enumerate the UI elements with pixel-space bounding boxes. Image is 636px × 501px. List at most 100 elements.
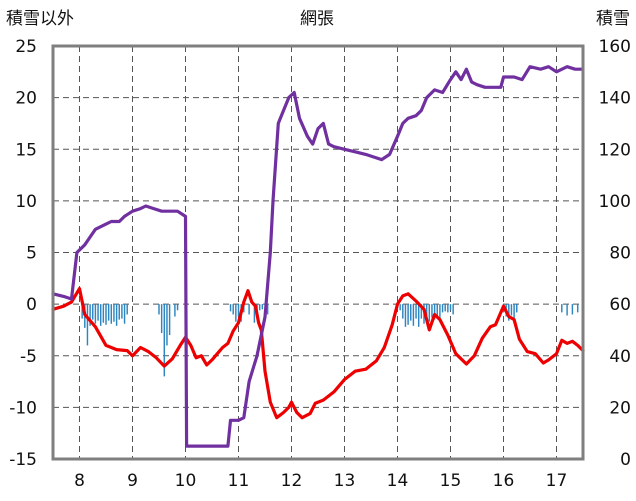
precipitation-bar [415, 304, 417, 319]
x-tick-label: 17 [546, 471, 568, 491]
y-left-tick-label: 5 [26, 244, 37, 264]
precipitation-bar [417, 304, 420, 327]
precipitation-bar [452, 304, 454, 315]
precipitation-bar [513, 304, 515, 319]
precipitation-bar [237, 304, 240, 317]
precipitation-bar [158, 304, 160, 315]
x-ticks: 8 9 10 11 12 13 14 15 16 17 [74, 471, 567, 491]
y-left-tick-label: -10 [9, 398, 37, 418]
y-right-ticks: 160 140 120 100 80 60 40 20 0 [599, 37, 631, 470]
precipitation-bar [105, 304, 107, 325]
x-tick-label: 9 [127, 471, 138, 491]
x-tick-label: 12 [281, 471, 303, 491]
precipitation-bar [258, 304, 261, 311]
precipitation-bar [261, 304, 264, 310]
precipitation-bar [508, 304, 510, 321]
x-tick-label: 16 [493, 471, 515, 491]
precipitation-bar [571, 304, 574, 315]
y-right-tick-label: 100 [599, 192, 631, 212]
precipitation-bar [516, 304, 518, 313]
precipitation-bar [253, 304, 256, 323]
precipitation-bar [166, 304, 168, 346]
precipitation-bar [118, 304, 120, 320]
y-right-tick-label: 120 [599, 140, 631, 160]
precipitation-bar [449, 304, 452, 311]
precipitation-bar [89, 304, 91, 326]
precipitation-bar [86, 304, 89, 346]
temperature-line [51, 287, 585, 420]
precipitation-bar [431, 304, 433, 318]
precipitation-bar [163, 304, 166, 377]
precipitation-bar [420, 304, 423, 319]
x-tick-label: 15 [440, 471, 462, 491]
y-left-label: 積雪以外 [6, 9, 74, 29]
precipitation-bar [402, 304, 404, 319]
precipitation-bar [441, 304, 444, 313]
y-left-tick-label: 20 [15, 89, 37, 109]
y-left-ticks: 25 20 15 10 5 0 -5 -10 -15 [9, 37, 37, 470]
precipitation-bar [433, 304, 436, 320]
precipitation-bar [447, 304, 449, 313]
precipitation-bar [107, 304, 110, 321]
precipitation-bar [235, 304, 237, 322]
precipitation-bar [232, 304, 234, 315]
precipitation-bar [510, 304, 513, 316]
precipitation-bar [174, 304, 176, 317]
precipitation-bar [99, 304, 102, 326]
y-left-tick-label: 10 [15, 192, 37, 212]
series-lines [51, 65, 585, 448]
y-right-tick-label: 160 [599, 37, 631, 57]
precipitation-bar [113, 304, 115, 322]
precipitation-bar [168, 304, 171, 336]
precipitation-bar [110, 304, 113, 324]
x-tick-label: 10 [175, 471, 197, 491]
y-left-tick-label: 0 [26, 295, 37, 315]
x-tick-label: 8 [74, 471, 85, 491]
precipitation-bar [444, 304, 446, 312]
precipitation-bars [62, 304, 579, 377]
y-left-tick-label: -15 [9, 450, 37, 470]
snow-depth-line [51, 65, 585, 448]
plot-frame [51, 44, 585, 461]
precipitation-bar [407, 304, 409, 325]
precipitation-bar [439, 304, 441, 320]
precipitation-bar [412, 304, 415, 326]
y-left-tick-label: -5 [20, 347, 37, 367]
x-tick-label: 11 [228, 471, 250, 491]
precipitation-bar [160, 304, 163, 334]
precipitation-bar [428, 304, 431, 322]
precipitation-bar [566, 304, 568, 316]
precipitation-bar [561, 304, 563, 313]
precipitation-bar [97, 304, 99, 321]
precipitation-bar [576, 304, 579, 313]
precipitation-bar [248, 304, 250, 315]
precipitation-bar [229, 304, 232, 312]
y-right-tick-label: 40 [609, 347, 631, 367]
precipitation-bar [176, 304, 179, 311]
precipitation-bar [94, 304, 97, 324]
precipitation-bar [126, 304, 128, 315]
x-tick-label: 13 [334, 471, 356, 491]
y-right-tick-label: 140 [599, 89, 631, 109]
precipitation-bar [425, 304, 428, 316]
chart-title: 網張 [300, 9, 334, 29]
y-left-tick-label: 15 [15, 140, 37, 160]
precipitation-bar [410, 304, 412, 321]
y-right-label: 積雪 [596, 9, 630, 29]
precipitation-bar [121, 304, 123, 319]
x-tick-label: 14 [387, 471, 409, 491]
precipitation-bar [102, 304, 105, 323]
y-left-tick-label: 25 [15, 37, 37, 57]
y-right-tick-label: 0 [620, 450, 631, 470]
grid-lines [53, 46, 583, 459]
y-right-tick-label: 60 [609, 295, 631, 315]
precipitation-bar [92, 304, 94, 320]
y-right-tick-label: 80 [609, 244, 631, 264]
precipitation-bar [81, 304, 83, 319]
precipitation-bar [404, 304, 407, 327]
precipitation-bar [436, 304, 438, 317]
precipitation-bar [399, 304, 401, 311]
precipitation-bar [123, 304, 126, 324]
y-right-tick-label: 20 [609, 398, 631, 418]
